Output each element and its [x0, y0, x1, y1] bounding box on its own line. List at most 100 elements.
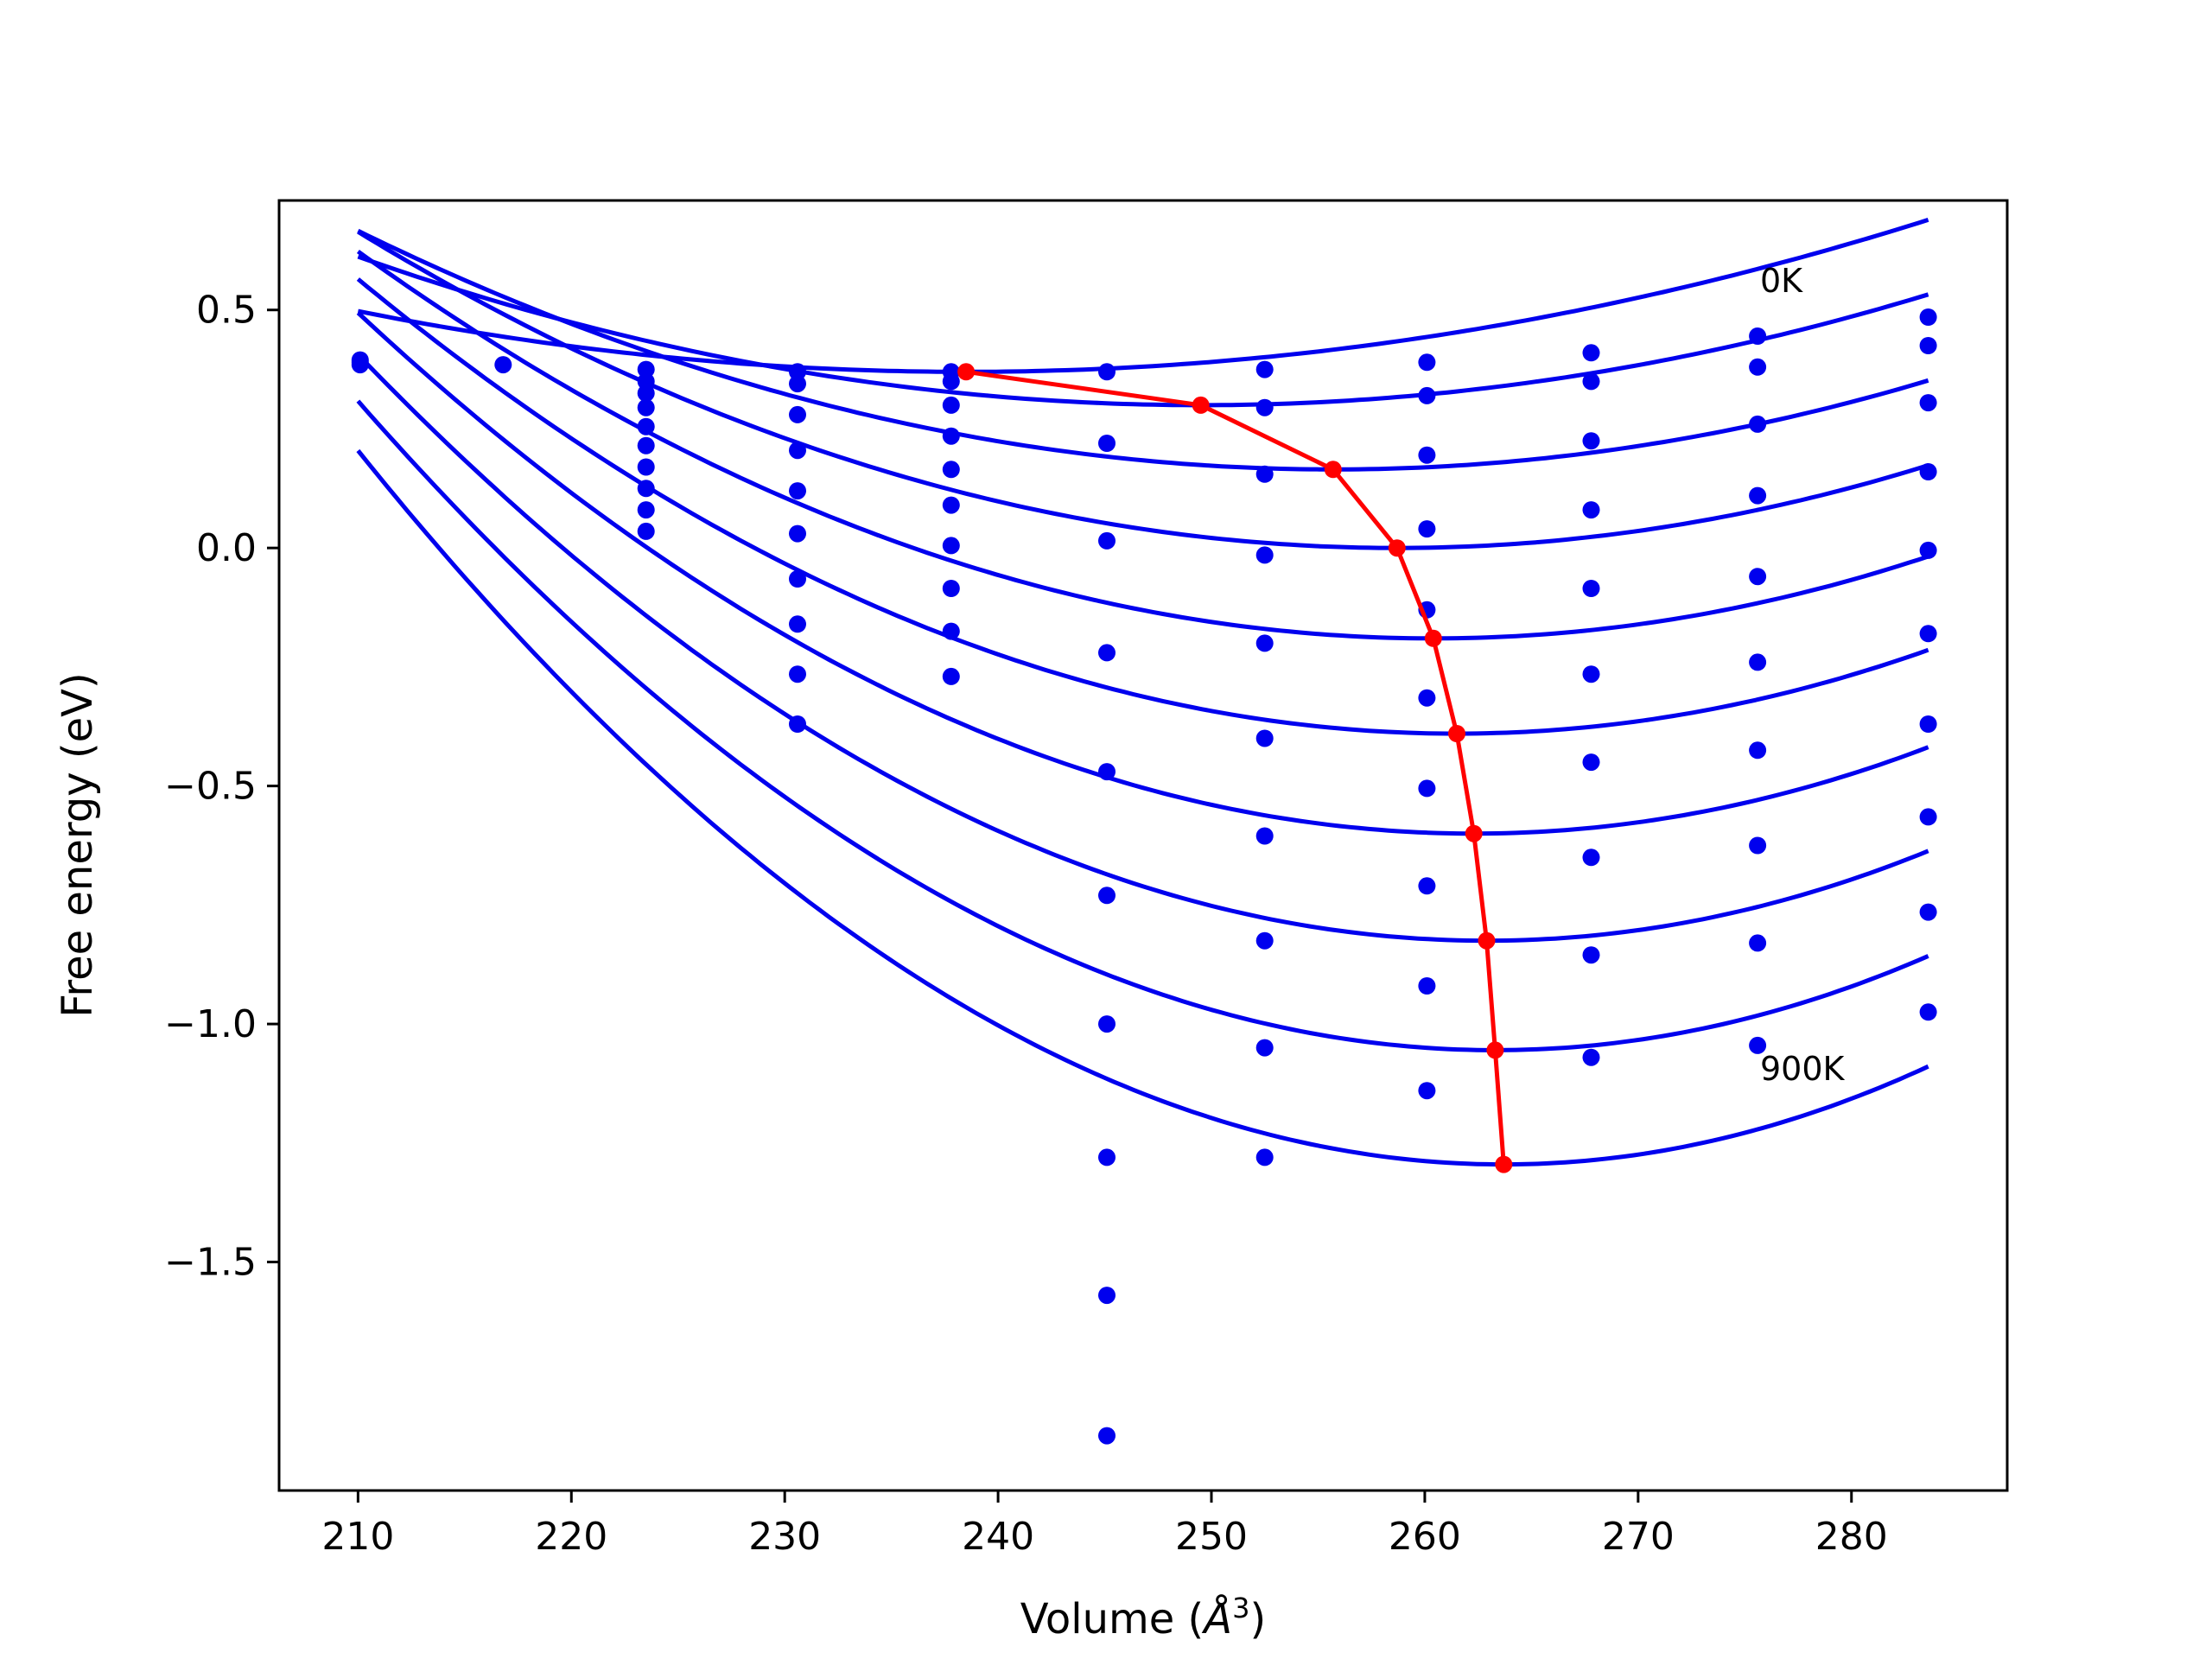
- data-point-4-6: [942, 537, 960, 555]
- minimum-point-1: [1192, 396, 1210, 414]
- data-point-3-8: [789, 665, 806, 683]
- data-point-6-3: [1255, 546, 1274, 564]
- data-point-6-2: [1255, 465, 1274, 483]
- data-point-9-6: [1749, 741, 1767, 760]
- data-point-8-2: [1582, 432, 1600, 450]
- fit-curve-6: [356, 311, 1929, 836]
- data-point-6-9: [1255, 1148, 1274, 1166]
- data-point-10-0: [1919, 308, 1937, 326]
- data-point-9-1: [1749, 358, 1767, 376]
- x-axis-label-text: Volume (: [1020, 1595, 1205, 1643]
- x-axis-label-power: 3: [1232, 1592, 1249, 1624]
- data-point-6-1: [1255, 398, 1274, 416]
- x-axis-label-close: ): [1249, 1595, 1266, 1643]
- x-tick-label-210: 210: [321, 1515, 394, 1559]
- y-axis-label: Free energy (eV): [54, 672, 102, 1017]
- data-point-10-3: [1919, 463, 1937, 480]
- minima-line: [965, 369, 1506, 1165]
- data-point-3-5: [789, 524, 806, 543]
- data-point-5-2: [1098, 531, 1116, 550]
- data-point-2-0: [637, 360, 655, 378]
- y-tick-label-0: 0.5: [196, 289, 257, 333]
- x-tick-label-240: 240: [962, 1515, 1034, 1559]
- data-point-8-6: [1582, 753, 1600, 772]
- data-point-4-1: [942, 372, 960, 391]
- data-point-2-8: [637, 501, 655, 519]
- x-tick-label-270: 270: [1602, 1515, 1675, 1559]
- data-point-8-0: [1582, 344, 1600, 362]
- plot-frame: [277, 199, 2009, 1492]
- data-point-5-6: [1098, 1015, 1116, 1033]
- minimum-point-4: [1424, 629, 1442, 647]
- data-point-4-2: [942, 396, 960, 414]
- data-point-7-5: [1418, 689, 1436, 707]
- data-point-2-9: [637, 522, 655, 540]
- data-point-9-3: [1749, 486, 1767, 505]
- data-point-5-8: [1098, 1287, 1116, 1305]
- data-point-6-4: [1255, 634, 1274, 652]
- minimum-point-8: [1486, 1041, 1504, 1059]
- minimum-point-0: [957, 363, 976, 381]
- y-tick-label-4: −1.5: [164, 1241, 257, 1285]
- data-point-6-6: [1255, 827, 1274, 845]
- data-point-7-0: [1418, 353, 1436, 372]
- x-tick-label-260: 260: [1389, 1515, 1461, 1559]
- data-point-3-0: [789, 363, 806, 381]
- annotation-900k: 900K: [1760, 1050, 1846, 1088]
- data-point-7-7: [1418, 877, 1436, 895]
- data-point-6-8: [1255, 1039, 1274, 1057]
- data-point-9-4: [1749, 568, 1767, 586]
- data-point-5-9: [1098, 1427, 1116, 1445]
- data-point-8-3: [1582, 501, 1600, 519]
- data-point-4-9: [942, 667, 960, 685]
- data-point-7-6: [1418, 779, 1436, 798]
- data-point-2-7: [637, 480, 655, 498]
- data-point-10-9: [1919, 1003, 1937, 1021]
- data-point-8-1: [1582, 372, 1600, 391]
- fit-curve-2: [357, 228, 1929, 472]
- data-point-5-7: [1098, 1148, 1116, 1166]
- data-point-10-2: [1919, 394, 1937, 412]
- data-point-5-0: [1098, 363, 1116, 381]
- data-point-7-9: [1418, 1082, 1436, 1100]
- fit-curve-3: [357, 230, 1929, 550]
- data-point-0-2: [351, 351, 369, 369]
- data-point-7-3: [1418, 520, 1436, 538]
- minimum-point-3: [1388, 539, 1406, 557]
- data-point-2-1: [637, 372, 655, 391]
- data-point-6-7: [1255, 931, 1274, 950]
- data-point-10-4: [1919, 541, 1937, 559]
- data-point-4-5: [942, 496, 960, 514]
- data-point-8-9: [1582, 1048, 1600, 1066]
- x-tick-label-250: 250: [1175, 1515, 1248, 1559]
- data-point-8-8: [1582, 946, 1600, 964]
- data-point-4-7: [942, 580, 960, 597]
- data-point-7-2: [1418, 446, 1436, 464]
- data-point-3-7: [789, 615, 806, 633]
- data-point-7-8: [1418, 977, 1436, 995]
- data-point-8-7: [1582, 849, 1600, 867]
- data-point-10-5: [1919, 625, 1937, 643]
- data-point-3-1: [789, 375, 806, 393]
- fit-curve-7: [356, 353, 1929, 944]
- data-point-9-8: [1749, 934, 1767, 952]
- annotation-0k: 0K: [1760, 262, 1803, 300]
- data-point-5-3: [1098, 644, 1116, 662]
- data-point-10-1: [1919, 337, 1937, 354]
- y-tick-label-2: −0.5: [164, 765, 257, 809]
- x-axis-label-symbol: Å: [1201, 1594, 1232, 1643]
- data-point-3-3: [789, 442, 806, 460]
- minimum-point-9: [1495, 1155, 1513, 1173]
- data-point-7-1: [1418, 386, 1436, 404]
- minimum-point-6: [1465, 824, 1483, 842]
- data-point-5-1: [1098, 435, 1116, 452]
- x-axis-label: Volume (Å3): [1020, 1592, 1266, 1643]
- fit-curve-8: [356, 399, 1929, 1052]
- minimum-point-5: [1448, 725, 1465, 742]
- data-point-9-0: [1749, 327, 1767, 345]
- data-point-4-3: [942, 427, 960, 445]
- x-tick-label-220: 220: [535, 1515, 607, 1559]
- data-point-2-2: [637, 385, 655, 403]
- curves-layer: [356, 218, 1929, 1167]
